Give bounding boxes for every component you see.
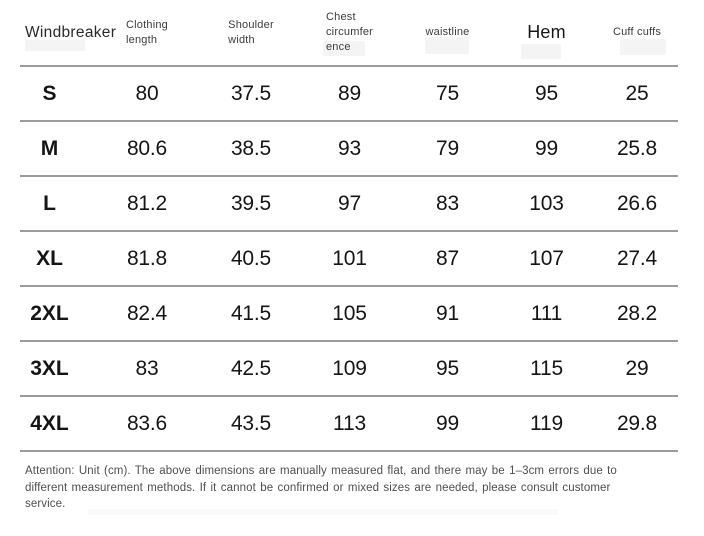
translation-artifact [88, 509, 558, 515]
translation-artifact [425, 37, 469, 54]
cell-clothing-length: 83 [135, 356, 159, 380]
cell-shoulder-width: 37.5 [230, 81, 272, 105]
cell-cuff-cuffs: 26.6 [616, 191, 658, 215]
cell-hem: 111 [530, 301, 563, 325]
cell-shoulder-width: 43.5 [230, 411, 272, 435]
cell-chest-circumference: 89 [338, 81, 361, 105]
cell-waistline: 95 [436, 356, 459, 380]
cell-shoulder-width: 40.5 [230, 246, 272, 270]
size-label: S [42, 81, 57, 105]
attention-note: Attention: Unit (cm). The above dimensio… [25, 465, 617, 510]
cell-hem: 119 [530, 411, 563, 435]
size-label: XL [36, 246, 63, 270]
table-row-xl: XL 81.8 40.5 101 87 107 27.4 [20, 231, 678, 286]
cell-cuff-cuffs: 27.4 [616, 246, 658, 270]
table-row-s: S 80 37.5 89 75 95 25 [20, 66, 678, 121]
cell-waistline: 79 [436, 136, 459, 160]
table-row-3xl: 3XL 83 42.5 109 95 115 29 [20, 341, 678, 396]
header-label: Clothing length [126, 18, 168, 46]
cell-hem: 103 [529, 191, 564, 215]
cell-shoulder-width: 38.5 [230, 136, 272, 160]
header-label: Shoulder width [228, 18, 274, 46]
size-table: Windbreaker Clothing length Shoulder wid… [20, 0, 678, 452]
column-header-windbreaker: Windbreaker [25, 23, 117, 41]
size-label: 3XL [30, 356, 69, 380]
cell-clothing-length: 80.6 [126, 136, 168, 160]
cell-cuff-cuffs: 29.8 [616, 411, 658, 435]
cell-waistline: 75 [436, 81, 459, 105]
cell-waistline: 91 [436, 301, 459, 325]
cell-waistline: 87 [436, 246, 459, 270]
cell-clothing-length: 81.2 [126, 191, 168, 215]
header-label: Chest circumfer ence [325, 11, 374, 53]
cell-chest-circumference: 113 [333, 411, 366, 435]
cell-cuff-cuffs: 29 [625, 356, 649, 380]
cell-cuff-cuffs: 25 [625, 81, 649, 105]
table-row-l: L 81.2 39.5 97 83 103 26.6 [20, 176, 678, 231]
cell-cuff-cuffs: 28.2 [616, 301, 658, 325]
size-label: L [43, 191, 56, 215]
cell-hem: 95 [535, 81, 558, 105]
size-label: 2XL [30, 301, 69, 325]
cell-clothing-length: 80 [135, 81, 159, 105]
cell-hem: 107 [529, 246, 564, 270]
table-row-m: M 80.6 38.5 93 79 99 25.8 [20, 121, 678, 176]
cell-shoulder-width: 39.5 [230, 191, 272, 215]
cell-clothing-length: 81.8 [126, 246, 168, 270]
cell-waistline: 99 [436, 411, 459, 435]
translation-artifact [521, 44, 561, 59]
cell-shoulder-width: 41.5 [230, 301, 272, 325]
cell-cuff-cuffs: 25.8 [616, 136, 658, 160]
cell-clothing-length: 83.6 [126, 411, 168, 435]
cell-shoulder-width: 42.5 [230, 356, 272, 380]
cell-chest-circumference: 93 [338, 136, 361, 160]
column-header-cuff-cuffs: Cuff cuffs [596, 0, 678, 66]
column-header-chest-circumference: Chest circumfer ence [301, 0, 398, 66]
cell-clothing-length: 82.4 [126, 301, 168, 325]
column-header-shoulder-width: Shoulder width [201, 0, 301, 66]
cell-chest-circumference: 109 [332, 356, 367, 380]
cell-waistline: 83 [436, 191, 459, 215]
column-header-hem: Hem [527, 22, 566, 42]
size-label: M [40, 136, 59, 160]
cell-hem: 115 [530, 356, 563, 380]
size-label: 4XL [30, 411, 69, 435]
translation-artifact [25, 40, 85, 51]
table-row-4xl: 4XL 83.6 43.5 113 99 119 29.8 [20, 396, 678, 451]
column-header-waistline: waistline [398, 0, 497, 66]
cell-chest-circumference: 105 [332, 301, 367, 325]
cell-chest-circumference: 97 [338, 191, 361, 215]
header-label: waistline [425, 26, 470, 38]
translation-artifact [323, 41, 365, 56]
cell-hem: 99 [535, 136, 558, 160]
header-row: Windbreaker Clothing length Shoulder wid… [20, 0, 678, 66]
translation-artifact [620, 39, 666, 55]
cell-chest-circumference: 101 [332, 246, 367, 270]
table-row-2xl: 2XL 82.4 41.5 105 91 111 28.2 [20, 286, 678, 341]
header-label: Cuff cuffs [612, 26, 662, 38]
column-header-clothing-length: Clothing length [93, 0, 201, 66]
